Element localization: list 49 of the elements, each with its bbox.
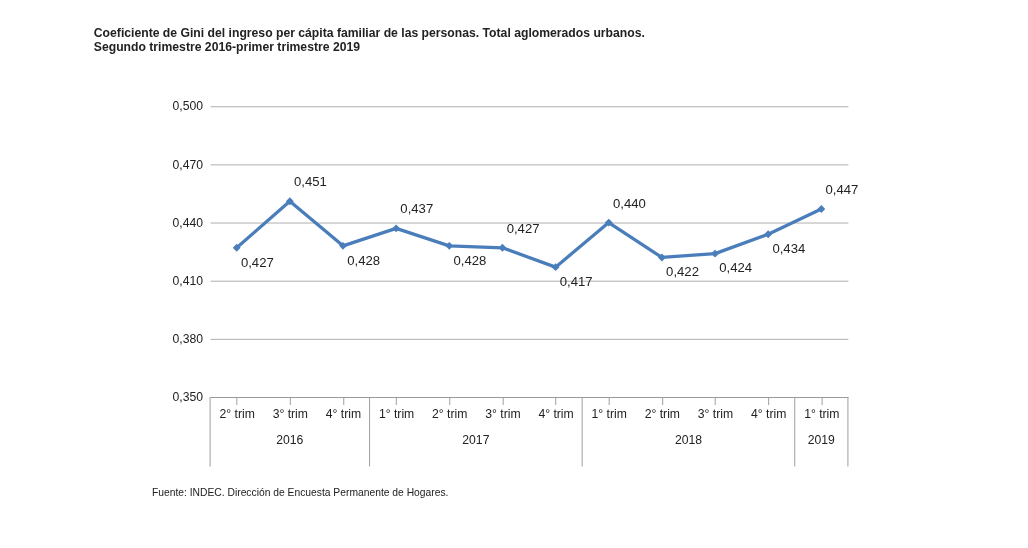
x-tick-label: 1° trim xyxy=(804,407,840,422)
data-label: 0,427 xyxy=(506,220,540,236)
data-label: 0,447 xyxy=(825,182,859,197)
point xyxy=(551,263,560,272)
text: 2019 xyxy=(807,432,836,447)
x-tick-label: 1° trim xyxy=(378,407,415,422)
source-note: Fuente: INDEC. Dirección de Encuesta Permanente de Hogares. xyxy=(151,486,449,498)
point xyxy=(498,243,507,252)
point xyxy=(604,218,613,227)
data-label: 0,417 xyxy=(559,273,593,289)
point xyxy=(764,230,773,239)
point xyxy=(339,241,347,250)
x-tick-label: 2° trim xyxy=(644,407,681,422)
x-tick-label: 3° trim xyxy=(485,407,521,422)
data-label: 0,434 xyxy=(772,240,806,256)
x-tick-label: 4° trim xyxy=(750,407,787,422)
y-tick-label: 0,470 xyxy=(172,157,204,172)
data-label: 0,424 xyxy=(719,260,753,276)
point xyxy=(392,224,401,233)
text: 2017 xyxy=(462,432,490,447)
data-label: 0,427 xyxy=(240,254,274,270)
text: 2018 xyxy=(674,432,703,447)
y-tick-label: 0,440 xyxy=(172,215,204,230)
x-tick-label: 3° trim xyxy=(697,407,734,422)
text: Coeficiente de Gini del ingreso per cápita familiar de las personas. Total aglomerados urbanos. xyxy=(93,25,645,40)
x-tick-label: 4° trim xyxy=(325,407,362,422)
x-tick-label: 4° trim xyxy=(538,407,574,422)
point xyxy=(711,249,719,258)
text: Segundo trimestre 2016-primer trimestre 2019 xyxy=(93,39,361,54)
point xyxy=(817,205,826,213)
y-tick-label: 0,410 xyxy=(172,273,204,288)
data-label: 0,428 xyxy=(453,252,487,268)
point xyxy=(232,243,241,252)
x-tick-label: 2° trim xyxy=(432,407,468,422)
point xyxy=(657,253,666,262)
x-tick-label: 1° trim xyxy=(591,407,627,422)
x-tick-label: 3° trim xyxy=(272,407,308,422)
data-label: 0,422 xyxy=(666,264,699,280)
point xyxy=(445,241,454,250)
data-label: 0,440 xyxy=(612,195,646,211)
data-label: 0,437 xyxy=(400,201,434,217)
data-label: 0,451 xyxy=(294,174,327,190)
y-tick-label: 0,500 xyxy=(172,99,204,114)
y-tick-label: 0,380 xyxy=(172,332,204,347)
data-label: 0,428 xyxy=(347,252,381,268)
point xyxy=(285,197,294,206)
x-tick-label: 2° trim xyxy=(219,407,255,422)
y-tick-label: 0,350 xyxy=(172,390,204,405)
text: 2016 xyxy=(276,432,304,447)
